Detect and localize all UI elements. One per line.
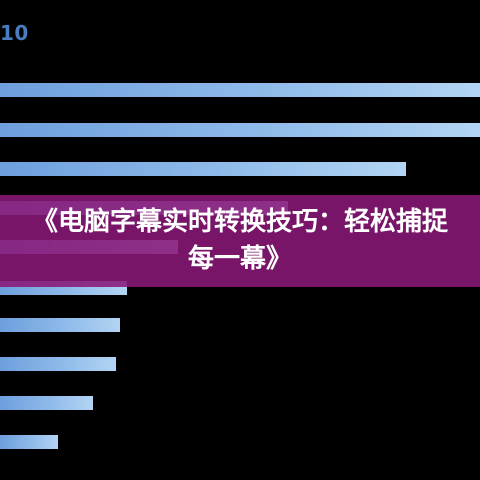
title-banner [0, 195, 480, 287]
bar-8 [0, 357, 116, 371]
bar-2 [0, 123, 480, 137]
bar-10 [0, 435, 58, 449]
page-title: 《电脑字幕实时转换技巧：轻松捕捉每一幕》 [31, 207, 448, 274]
bar-9 [0, 396, 93, 410]
bar-3 [0, 162, 406, 176]
bar-7 [0, 318, 120, 332]
bar-1 [0, 83, 480, 97]
axis-value-label: 10 [0, 21, 29, 45]
